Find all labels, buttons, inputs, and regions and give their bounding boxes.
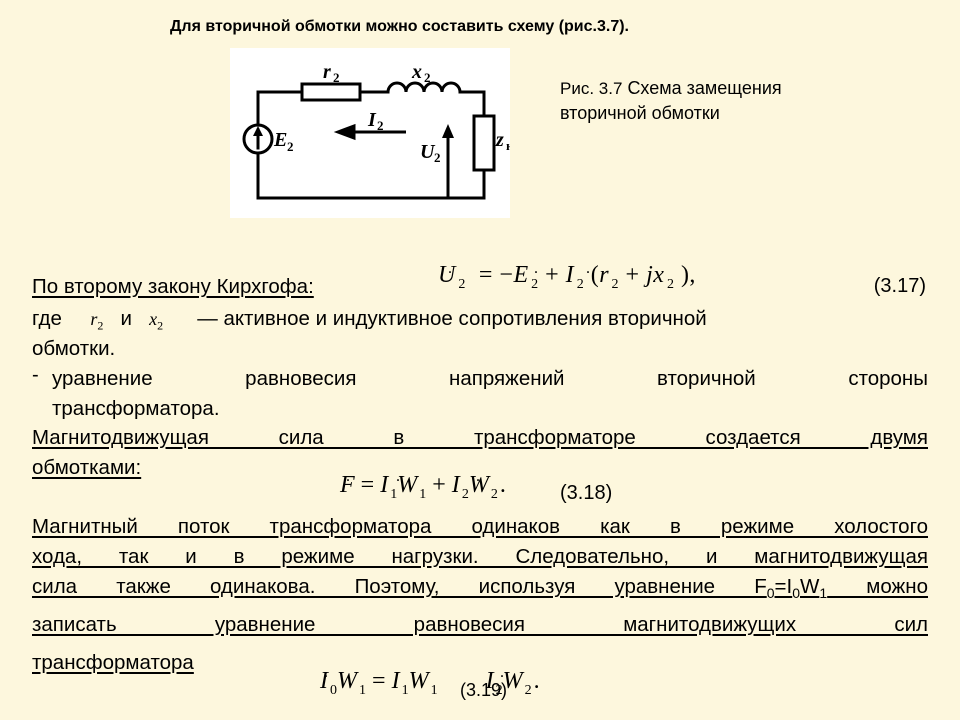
mmf-line-1: Магнитодвижущая сила в трансформаторе со… xyxy=(32,423,928,453)
formula-3-18: . . . F = I 1W 1 + I 2W 2 . xyxy=(340,472,506,503)
where-and: и xyxy=(121,307,132,330)
sub-1: 1 xyxy=(819,585,827,601)
flux-text-3c: W xyxy=(800,575,819,598)
svg-text:2: 2 xyxy=(333,70,340,85)
eq-number-3-19-overlap: (3.19) xyxy=(460,680,507,701)
flux-text-2: хода, так и в режиме нагрузки. Следовате… xyxy=(32,545,928,568)
kirchhoff-lead: По второму закону Кирхгофа: xyxy=(32,275,314,298)
flux-line-1: Магнитный поток трансформатора одинаков … xyxy=(32,512,928,542)
flux-text-3b: =I xyxy=(775,575,793,598)
flux-text-5: трансформатора xyxy=(32,651,194,674)
sub-0b: 0 xyxy=(792,585,800,601)
svg-text:2: 2 xyxy=(377,118,384,133)
eq-number-3-18: (3.18) xyxy=(560,482,612,505)
eq-number-3-17: (3.17) xyxy=(874,275,926,298)
formula-3-17: . . . U 2 = −E 2 + I 2 (r 2 + jx 2 ), xyxy=(438,262,696,293)
svg-text:x: x xyxy=(411,61,422,83)
svg-text:2: 2 xyxy=(287,139,294,154)
figure-label: Рис. 3.7 xyxy=(560,79,622,98)
sub-0: 0 xyxy=(767,585,775,601)
svg-text:I: I xyxy=(367,109,377,131)
svg-text:z: z xyxy=(495,129,504,151)
mmf-text-2: обмотками: xyxy=(32,456,141,479)
page-root: Для вторичной обмотки можно составить сх… xyxy=(0,0,960,720)
where-line-2: обмотки. xyxy=(32,334,928,364)
dash-bullet: - xyxy=(32,364,39,387)
circuit-diagram: E 2 r 2 x 2 I 2 U 2 z н xyxy=(230,48,510,218)
flux-line-4: записать уравнение равновесия магнитодви… xyxy=(32,610,928,640)
where-prefix: где xyxy=(32,307,62,330)
svg-text:н: н xyxy=(506,138,510,153)
flux-text-3d: можно xyxy=(827,575,928,598)
svg-text:E: E xyxy=(273,129,287,151)
flux-line-3: сила также одинакова. Поэтому, используя… xyxy=(32,572,928,603)
svg-text:2: 2 xyxy=(434,150,441,165)
mmf-text-1: Магнитодвижущая сила в трансформаторе со… xyxy=(32,426,928,449)
intro-text: Для вторичной обмотки можно составить сх… xyxy=(170,18,629,36)
dash-para-1: уравнение равновесия напряжений вторично… xyxy=(52,364,928,394)
where-rest-1: — активное и индуктивное сопротивления в… xyxy=(197,307,706,330)
svg-text:r: r xyxy=(323,61,331,83)
where-line-1: где r2 и x2 — активное и индуктивное соп… xyxy=(32,304,928,335)
flux-line-2: хода, так и в режиме нагрузки. Следовате… xyxy=(32,542,928,572)
dash-para-2: трансформатора. xyxy=(52,394,928,424)
flux-text-1: Магнитный поток трансформатора одинаков … xyxy=(32,515,928,538)
flux-text-3a: сила также одинакова. Поэтому, используя… xyxy=(32,575,767,598)
figure-caption: Рис. 3.7 Схема замещения вторичной обмот… xyxy=(560,76,840,125)
flux-text-4: записать уравнение равновесия магнитодви… xyxy=(32,613,928,636)
svg-text:2: 2 xyxy=(424,70,431,85)
